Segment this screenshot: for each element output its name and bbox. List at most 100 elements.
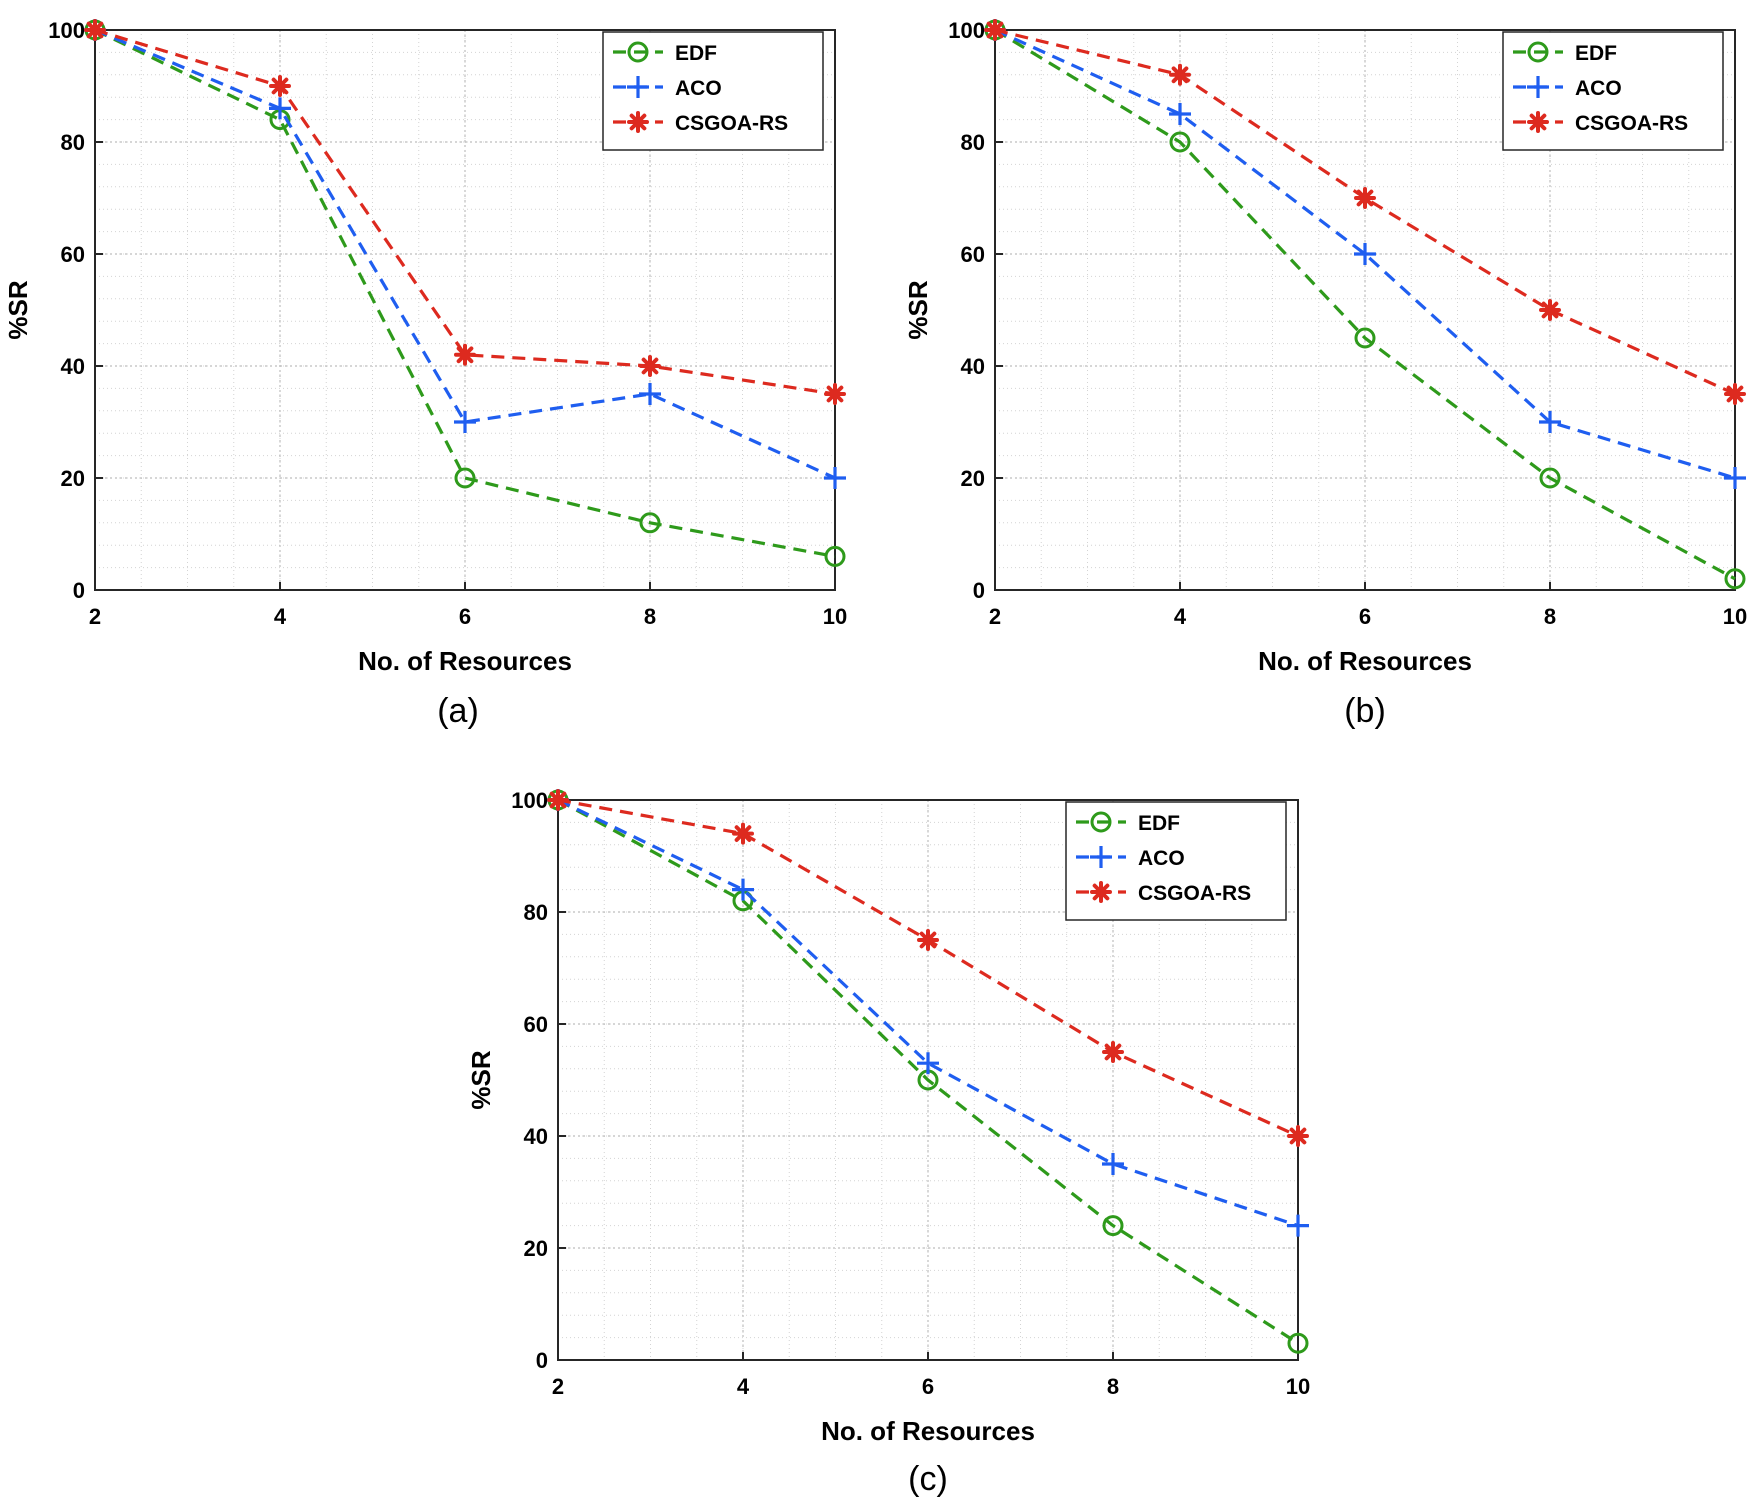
legend-label: EDF [675, 42, 717, 65]
data-point-edf [454, 467, 476, 489]
y-tick-label: 60 [961, 242, 985, 267]
panel-caption: (c) [908, 1460, 948, 1498]
data-point-aco [917, 1052, 939, 1075]
x-tick-label: 8 [1544, 604, 1556, 629]
y-axis-label: %SR [3, 280, 33, 339]
legend-marker-core [1533, 117, 1543, 127]
data-point-csgoa-rs-core [460, 349, 470, 360]
data-point-aco [1169, 103, 1191, 125]
legend-label: ACO [1575, 77, 1622, 100]
data-point-edf [1724, 568, 1746, 590]
series-line-aco [994, 28, 1736, 480]
series-csgoa-rs [984, 19, 1746, 405]
y-tick-label: 0 [536, 1348, 548, 1373]
data-point-csgoa-rs-core [1730, 389, 1740, 399]
panel-a: 0 20 40 60 80 100 2 4 6 8 10 No. of Resources %SR (a)… [3, 18, 847, 730]
data-point-aco [454, 411, 476, 433]
series-line-edf [994, 28, 1736, 581]
legend-item-edf: EDF [613, 41, 717, 65]
data-point-csgoa-rs-core [275, 81, 285, 91]
x-tick-label: 2 [552, 1374, 564, 1399]
series-line-edf [94, 28, 836, 558]
legend: EDF ACO CSGOA-RS [602, 31, 824, 151]
panel-c: 0 20 40 60 80 100 2 4 6 8 10 No. of Resources %SR (c)… [466, 788, 1310, 1498]
y-axis-label: %SR [903, 280, 933, 339]
y-axis-label: %SR [466, 1050, 496, 1109]
x-axis-label: No. of Resources [821, 1416, 1035, 1446]
legend-marker [1090, 811, 1112, 833]
data-point-csgoa-rs-core [990, 25, 1000, 35]
legend-label: CSGOA-RS [1575, 112, 1688, 135]
y-tick-label: 0 [973, 578, 985, 603]
series-line-aco [94, 28, 836, 480]
data-point-aco [639, 383, 661, 405]
legend-marker-core [633, 117, 643, 127]
panel-b: 0 20 40 60 80 100 2 4 6 8 10 No. of Resources %SR (b)… [903, 18, 1747, 730]
legend-item-aco: ACO [1076, 846, 1185, 870]
y-tick-label: 40 [961, 354, 985, 379]
legend-label: ACO [1138, 847, 1185, 870]
data-point-edf [1539, 467, 1561, 489]
data-point-aco [269, 97, 291, 120]
series-line-csgoa-rs [994, 28, 1736, 396]
x-tick-label: 4 [737, 1374, 750, 1399]
data-point-csgoa-rs-core [1545, 305, 1555, 315]
data-point-csgoa-rs-core [830, 389, 840, 399]
x-tick-label: 6 [1359, 604, 1371, 629]
legend-item-csgoa-rs: CSGOA-RS [613, 111, 788, 135]
x-axis-label: No. of Resources [1258, 646, 1472, 676]
y-tick-label: 100 [48, 18, 85, 43]
y-tick-label: 80 [524, 900, 548, 925]
data-point-aco [732, 878, 754, 901]
legend-label: CSGOA-RS [1138, 882, 1251, 905]
data-point-csgoa-rs-core [1175, 69, 1185, 80]
y-tick-label: 100 [511, 788, 548, 813]
data-point-aco [1539, 411, 1561, 433]
data-point-edf [1287, 1332, 1309, 1354]
data-point-csgoa-rs-core [1108, 1047, 1118, 1057]
x-tick-label: 4 [274, 604, 287, 629]
legend-marker [1527, 41, 1549, 63]
data-point-csgoa-rs-core [1293, 1131, 1303, 1141]
data-point-aco [824, 467, 846, 489]
x-tick-label: 10 [823, 604, 847, 629]
x-tick-label: 6 [922, 1374, 934, 1399]
data-point-aco [1354, 243, 1376, 265]
data-point-edf [1102, 1215, 1124, 1237]
legend-label: ACO [675, 77, 722, 100]
legend: EDF ACO CSGOA-RS [1502, 31, 1724, 151]
legend-item-aco: ACO [613, 76, 722, 100]
legend-marker [627, 76, 649, 98]
x-tick-label: 10 [1723, 604, 1747, 629]
data-point-edf [1354, 327, 1376, 349]
data-point-edf [639, 512, 661, 534]
legend-label: CSGOA-RS [675, 112, 788, 135]
data-point-csgoa-rs-core [923, 935, 933, 945]
legend: EDF ACO CSGOA-RS [1065, 801, 1287, 921]
legend-marker [1090, 846, 1112, 868]
legend-item-aco: ACO [1513, 76, 1622, 100]
data-point-csgoa-rs-core [90, 25, 100, 35]
y-tick-label: 20 [524, 1236, 548, 1261]
series-line-edf [557, 798, 1299, 1345]
legend-label: EDF [1138, 812, 1180, 835]
series-csgoa-rs [84, 19, 846, 405]
legend-marker [1527, 76, 1549, 98]
panel-caption: (a) [437, 692, 479, 730]
data-point-csgoa-rs-core [738, 828, 748, 839]
legend-marker [627, 41, 649, 63]
legend-marker-core [1096, 887, 1106, 897]
x-axis-label: No. of Resources [358, 646, 572, 676]
y-tick-label: 40 [61, 354, 85, 379]
data-point-csgoa-rs-core [645, 361, 655, 371]
y-tick-label: 80 [961, 130, 985, 155]
data-point-edf [1169, 131, 1191, 153]
data-point-edf [824, 545, 846, 567]
data-point-aco [1102, 1153, 1124, 1175]
legend-item-csgoa-rs: CSGOA-RS [1076, 881, 1251, 905]
x-tick-label: 6 [459, 604, 471, 629]
x-tick-label: 4 [1174, 604, 1187, 629]
y-tick-label: 100 [948, 18, 985, 43]
legend-item-edf: EDF [1076, 811, 1180, 835]
x-tick-label: 2 [89, 604, 101, 629]
